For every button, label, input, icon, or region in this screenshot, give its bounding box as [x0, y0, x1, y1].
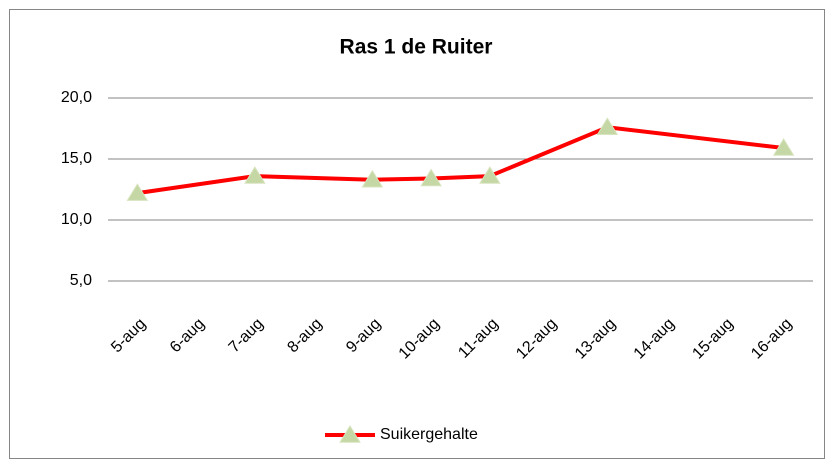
marker: [420, 168, 442, 187]
legend-marker: [339, 425, 361, 443]
chart-border: [9, 9, 825, 459]
marker: [596, 117, 619, 135]
marker: [126, 183, 149, 201]
marker: [479, 166, 501, 184]
y-tick-label: 15,0: [61, 150, 92, 167]
y-tick-label: 5,0: [70, 272, 92, 289]
y-tick-label: 10,0: [61, 211, 92, 228]
chart-title: Ras 1 de Ruiter: [340, 36, 493, 59]
marker: [772, 138, 795, 156]
marker: [244, 166, 266, 184]
legend-label: Suikergehalte: [380, 426, 478, 443]
marker: [361, 169, 384, 188]
y-tick-label: 20,0: [61, 89, 92, 106]
